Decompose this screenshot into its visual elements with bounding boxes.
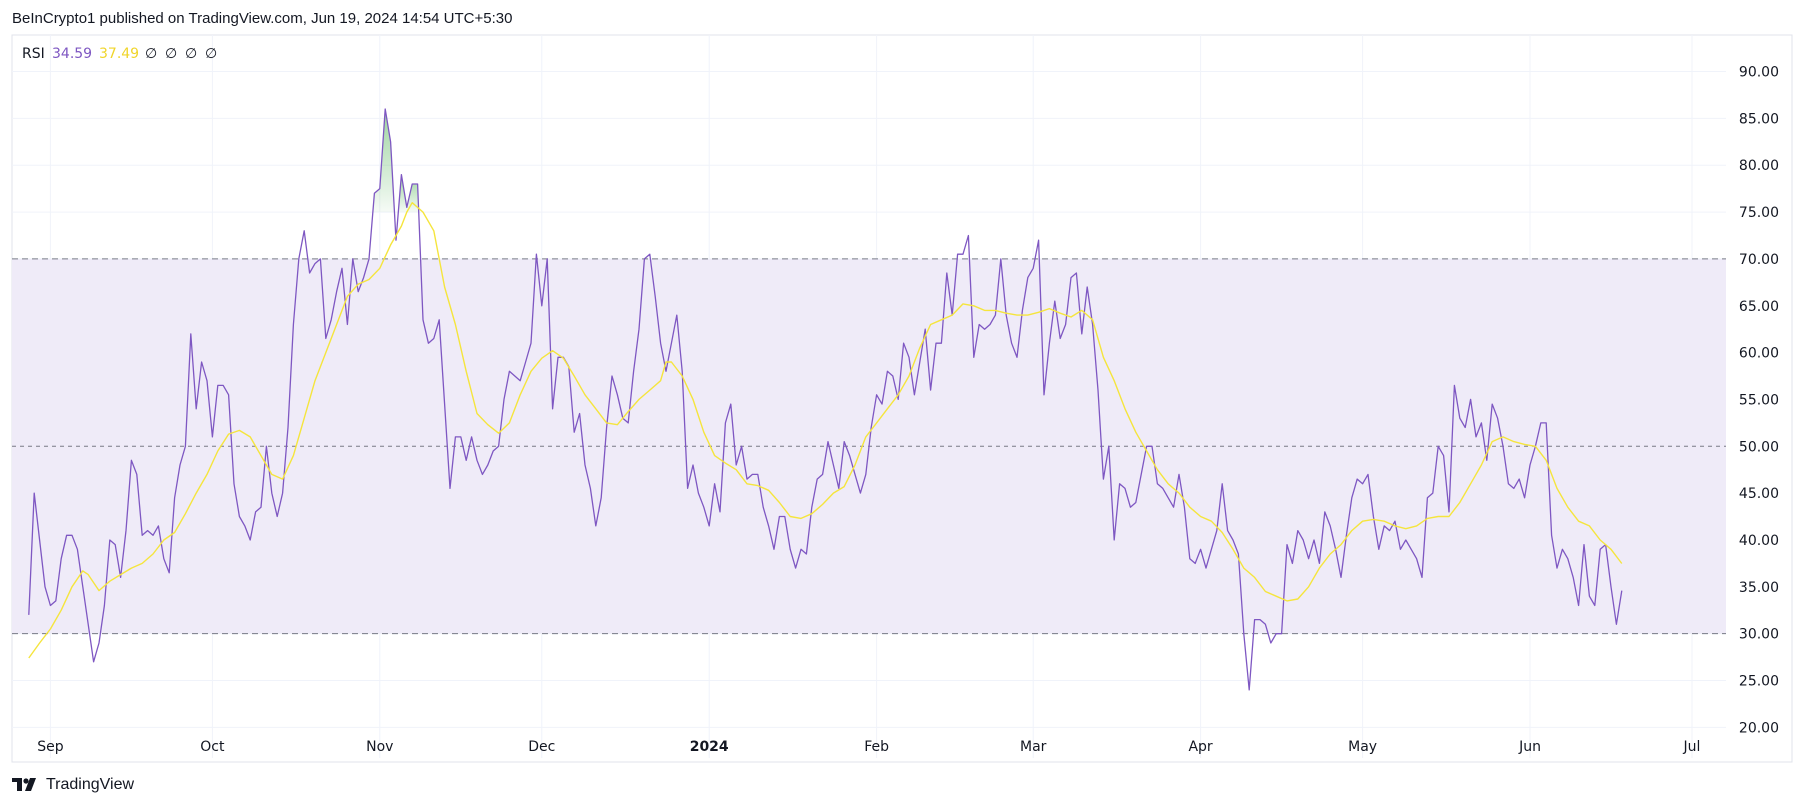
y-tick-label: 35.00	[1739, 580, 1779, 596]
brand-name: TradingView	[46, 776, 135, 793]
legend-rsi-value: 34.59	[52, 46, 92, 62]
overbought-fill	[398, 174, 419, 213]
y-axis[interactable]: 90.00 85.00 80.00 75.00 70.00 65.00 60.00 55.00…	[1739, 65, 1779, 737]
y-tick-label: 25.00	[1739, 673, 1779, 689]
legend-ma-value: 37.49	[99, 46, 139, 62]
x-tick-label: Nov	[366, 739, 393, 755]
x-tick-label: Sep	[37, 739, 64, 755]
x-axis[interactable]: Sep Oct Nov Dec 2024 Feb Mar Apr May Jun Jul	[37, 739, 1700, 755]
legend-extra-1: ∅	[145, 46, 157, 62]
publisher-caption: BeInCrypto1 published on TradingView.com…	[12, 10, 513, 27]
y-tick-label: 55.00	[1739, 392, 1779, 408]
y-tick-label: 75.00	[1739, 205, 1779, 221]
x-tick-label: Dec	[528, 739, 555, 755]
y-tick-label: 70.00	[1739, 252, 1779, 268]
tradingview-logo-icon	[12, 778, 36, 791]
x-tick-label: Oct	[200, 739, 225, 755]
y-tick-label: 90.00	[1739, 65, 1779, 81]
y-tick-label: 50.00	[1739, 439, 1779, 455]
legend-extra-2: ∅	[165, 46, 177, 62]
y-tick-label: 30.00	[1739, 627, 1779, 643]
y-tick-label: 40.00	[1739, 533, 1779, 549]
x-tick-label: Jul	[1683, 739, 1701, 755]
x-tick-label: 2024	[690, 739, 729, 755]
legend-extra-3: ∅	[185, 46, 197, 62]
rsi-line	[28, 108, 1623, 691]
y-tick-label: 80.00	[1739, 158, 1779, 174]
x-tick-label: Apr	[1188, 739, 1212, 755]
y-tick-label: 60.00	[1739, 346, 1779, 362]
legend[interactable]: RSI 34.59 37.49 ∅ ∅ ∅ ∅	[22, 46, 217, 62]
y-tick-label: 85.00	[1739, 111, 1779, 127]
rsi-ma-line	[28, 202, 1623, 659]
legend-extra-4: ∅	[205, 46, 217, 62]
x-tick-label: Jun	[1518, 739, 1541, 755]
x-tick-label: Mar	[1020, 739, 1047, 755]
y-tick-label: 65.00	[1739, 299, 1779, 315]
x-tick-label: Feb	[864, 739, 889, 755]
legend-label: RSI	[22, 46, 45, 62]
x-tick-label: May	[1348, 739, 1377, 755]
footer-brand[interactable]: TradingView	[12, 776, 134, 794]
y-tick-label: 20.00	[1739, 720, 1779, 736]
series-layer	[28, 108, 1623, 691]
y-tick-label: 45.00	[1739, 486, 1779, 502]
